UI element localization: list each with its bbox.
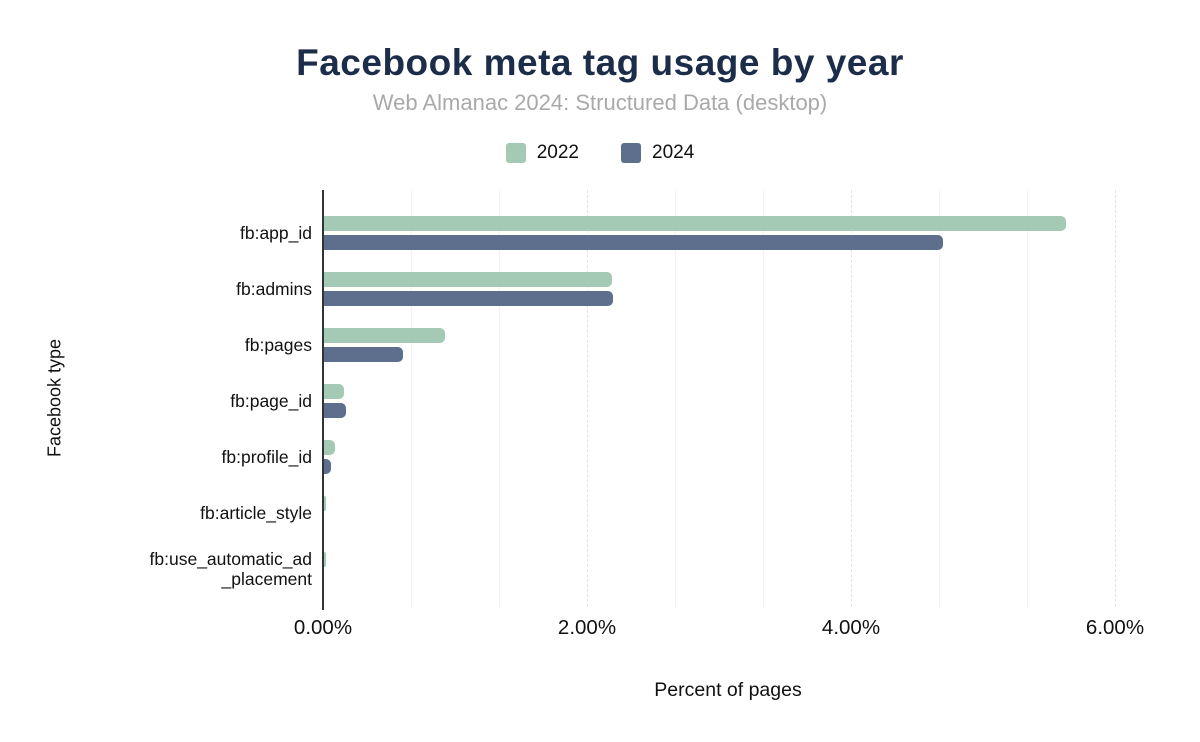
legend-label-2024: 2024 [652, 142, 695, 163]
chart-row [323, 485, 1141, 541]
major-gridline [851, 190, 852, 607]
bar-2022 [324, 440, 335, 455]
y-axis-title: Facebook type [44, 338, 65, 458]
minor-gridline [499, 190, 500, 607]
legend-item-2022: 2022 [505, 142, 579, 164]
chart-row [323, 317, 1141, 373]
bar-2022 [324, 384, 344, 399]
category-label: fb:article_style [200, 502, 312, 523]
chart-row [323, 429, 1141, 485]
category-label: fb:admins [236, 278, 312, 299]
bar-2022 [324, 216, 1066, 231]
minor-gridline [675, 190, 676, 607]
x-tick-label: 0.00% [293, 616, 353, 639]
minor-gridline [1027, 190, 1028, 607]
minor-gridline [763, 190, 764, 607]
chart-row [323, 541, 1141, 597]
x-axis-title: Percent of pages [654, 679, 802, 701]
chart-title: Facebook meta tag usage by year [296, 42, 904, 83]
major-gridline [1115, 190, 1116, 607]
bars-container [323, 205, 1141, 597]
legend-swatch-2022-icon [505, 143, 526, 163]
chart-row [323, 205, 1141, 261]
legend-label-2022: 2022 [536, 142, 579, 163]
legend-item-2024: 2024 [621, 142, 694, 164]
x-tick-label: 6.00% [1085, 616, 1145, 639]
bar-2022 [324, 552, 326, 567]
bar-2024 [324, 459, 331, 474]
bar-2024 [324, 403, 347, 418]
chart-subtitle: Web Almanac 2024: Structured Data (deskt… [372, 90, 828, 115]
category-label: fb:pages [244, 334, 312, 355]
major-gridline [587, 190, 588, 607]
category-label: fb:page_id [230, 390, 312, 411]
y-axis-baseline [321, 190, 324, 610]
bar-2024 [324, 347, 404, 362]
bar-2022 [324, 496, 326, 511]
legend-swatch-2024-icon [621, 143, 641, 163]
x-tick-label: 4.00% [821, 616, 881, 639]
bar-2024 [324, 291, 614, 306]
minor-gridline [939, 190, 940, 607]
category-label: fb:app_id [239, 222, 312, 243]
bar-2024 [324, 235, 944, 250]
category-label: fb:profile_id [221, 446, 312, 467]
chart-legend: 2022 2024 [0, 142, 1200, 164]
plot-area [323, 190, 1141, 607]
bar-2022 [324, 272, 612, 287]
y-axis-labels: fb:app_id fb:admins fb:pages fb:page_id fb:p… [40, 205, 312, 597]
category-label: fb:use_automatic_ad _placement [149, 548, 312, 589]
chart-row [323, 261, 1141, 317]
chart-row [323, 373, 1141, 429]
bar-2022 [324, 328, 446, 343]
x-tick-label: 2.00% [557, 616, 617, 639]
minor-gridline [411, 190, 412, 607]
